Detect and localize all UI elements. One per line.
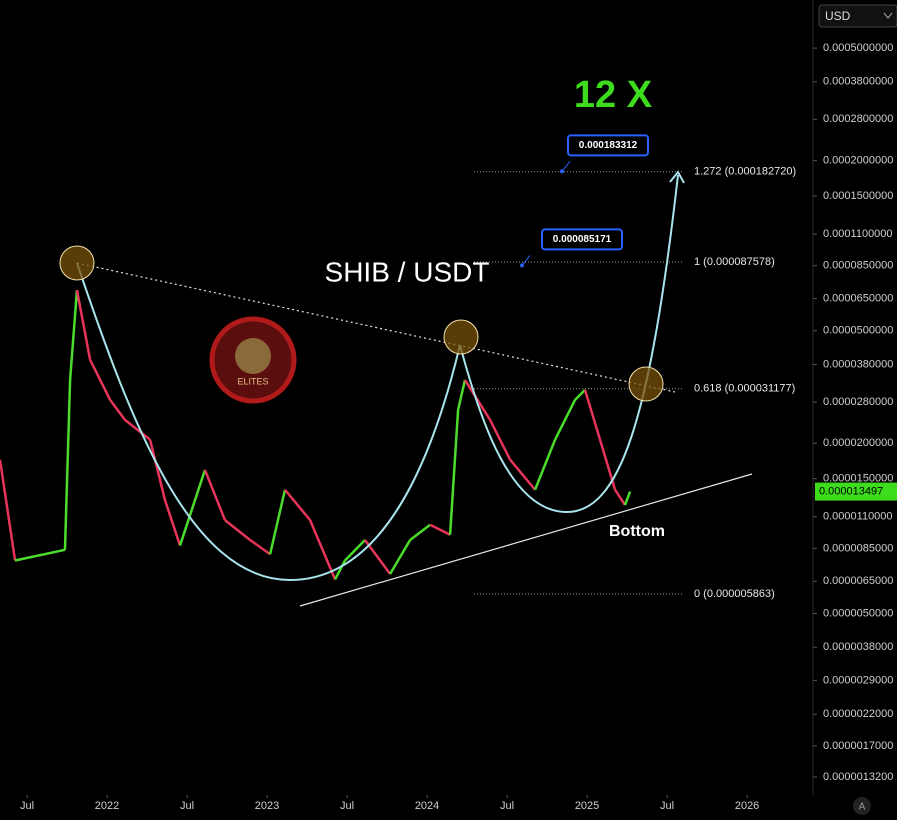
currency-select[interactable] [818, 4, 897, 28]
price-segment [344, 539, 366, 562]
price-segment [463, 379, 492, 421]
price-segment [109, 399, 126, 421]
x-tick-label: 2024 [415, 800, 439, 812]
price-segment [63, 379, 72, 550]
price-segment [614, 489, 627, 506]
y-tick-label: 0.0000085000 [823, 542, 893, 554]
price-segment [333, 559, 347, 580]
price-segment [0, 459, 17, 561]
y-tick-label: 0.0000050000 [823, 607, 893, 619]
price-segment [178, 469, 207, 546]
price-segment [553, 399, 577, 441]
price-segment [623, 491, 632, 506]
fib-label: 1.272 (0.000182720) [694, 166, 796, 178]
y-tick-label: 0.0000038000 [823, 641, 893, 653]
dropdown-icon[interactable] [883, 12, 893, 19]
price-segment [389, 539, 412, 575]
y-tick-label: 0.0000650000 [823, 293, 893, 305]
price-segment [68, 289, 79, 381]
price-segment [533, 439, 557, 491]
y-tick-label: 0.0000017000 [823, 740, 893, 752]
price-segment [509, 458, 537, 491]
currency-label[interactable]: USD [825, 9, 851, 23]
x-tick-label: 2023 [255, 800, 279, 812]
price-segment [583, 389, 602, 441]
y-tick-label: 0.0000500000 [823, 325, 893, 337]
x-tick-label: 2026 [735, 800, 759, 812]
callout-pointer [561, 161, 571, 172]
y-tick-label: 0.0000280000 [823, 396, 893, 408]
y-tick-label: 0.0000200000 [823, 437, 893, 449]
cup-curve-2 [459, 174, 679, 514]
callout-box [541, 228, 623, 251]
chart-title: SHIB / USDT [325, 256, 490, 287]
y-tick-label: 0.0001500000 [823, 190, 893, 202]
y-tick-label: 0.0005000000 [823, 42, 893, 54]
fib-label: 0.618 (0.000031177) [694, 383, 795, 395]
y-tick-label: 0.0000013200 [823, 771, 893, 783]
price-segment [124, 418, 151, 441]
y-tick-label: 0.0002800000 [823, 113, 893, 125]
price-segment [488, 419, 512, 461]
price-segment [75, 289, 92, 360]
x-tick-label: Jul [340, 800, 354, 812]
y-tick-label: 0.0001100000 [823, 228, 893, 240]
y-tick-label: 0.0000022000 [823, 708, 893, 720]
price-segment [574, 389, 586, 401]
price-segment [14, 548, 66, 562]
price-segment [448, 409, 460, 535]
logo: ELITES [209, 316, 297, 404]
y-tick-label: 0.0000850000 [823, 260, 893, 272]
last-price-badge [815, 482, 897, 501]
price-segment [249, 538, 271, 556]
x-tick-label: Jul [180, 800, 194, 812]
pivot-marker [443, 319, 479, 355]
callout-pointer [521, 255, 531, 266]
callout-label: 0.000085171 [553, 234, 612, 245]
last-price-label: 0.000013497 [819, 485, 883, 497]
cup-curve [76, 262, 461, 582]
logo-lion [235, 338, 271, 374]
price-segment [456, 379, 467, 410]
y-tick-label: 0.0000150000 [823, 473, 893, 485]
y-tick-label: 0.0002000000 [823, 155, 893, 167]
y-tick-label: 0.0000065000 [823, 575, 893, 587]
price-segment [284, 488, 312, 521]
x-tick-label: Jul [500, 800, 514, 812]
price-segment [148, 439, 167, 501]
pivot-marker [628, 366, 664, 402]
logo-text: ELITES [237, 376, 268, 386]
y-tick-label: 0.0003800000 [823, 76, 893, 88]
fib-label: 1 (0.000087578) [694, 256, 775, 268]
price-segment [409, 523, 431, 541]
price-segment [429, 523, 451, 536]
resistance-trendline [76, 262, 676, 393]
y-tick-label: 0.0000029000 [823, 674, 893, 686]
x-tick-label: Jul [20, 800, 34, 812]
x-tick-label: 2025 [575, 800, 599, 812]
price-segment [88, 359, 112, 401]
callout-box [567, 134, 649, 157]
price-segment [268, 489, 287, 555]
pivot-marker [59, 245, 95, 281]
price-segment [598, 439, 617, 491]
scale-button[interactable] [853, 797, 871, 815]
fib-label: 0 (0.000005863) [694, 588, 775, 600]
y-tick-label: 0.0000110000 [823, 511, 893, 523]
support-trendline [299, 473, 753, 607]
multiplier-annotation: 12 X [574, 74, 653, 116]
x-tick-label: Jul [660, 800, 674, 812]
y-tick-label: 0.0000380000 [823, 358, 893, 370]
price-segment [163, 499, 182, 546]
callout-label: 0.000183312 [579, 140, 638, 151]
x-tick-label: 2022 [95, 800, 119, 812]
price-segment [203, 469, 227, 521]
price-segment [224, 519, 251, 541]
price-segment [308, 519, 337, 580]
bottom-label: Bottom [609, 523, 665, 540]
scale-button-label[interactable]: A [859, 802, 866, 813]
